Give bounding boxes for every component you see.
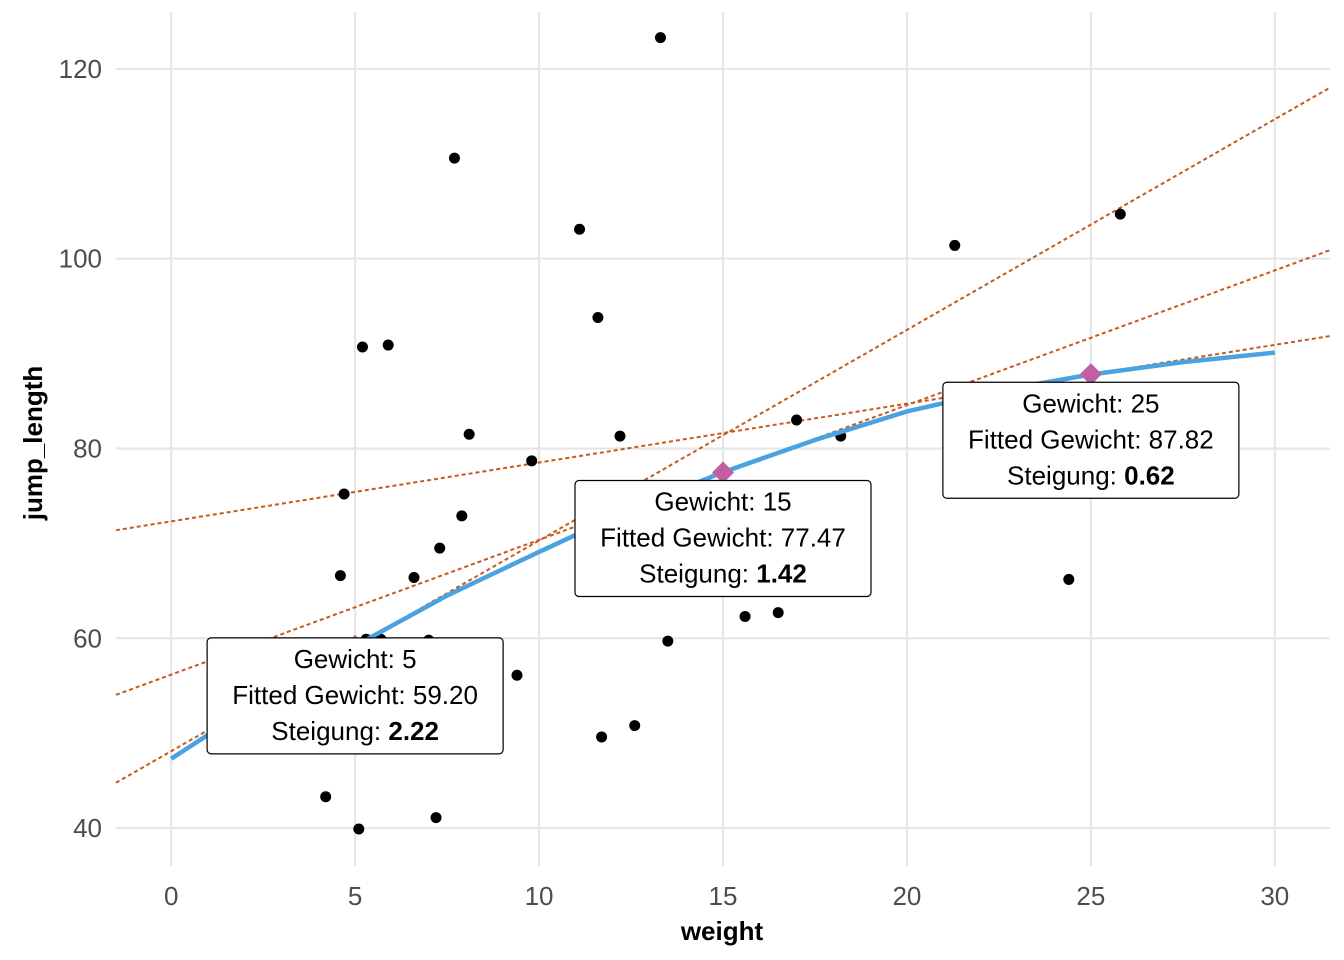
y-axis-ticks: 40 60 80 100 120 bbox=[59, 54, 102, 843]
data-point bbox=[353, 823, 365, 835]
x-tick-label: 10 bbox=[525, 881, 554, 911]
data-point bbox=[320, 791, 332, 803]
data-point bbox=[338, 488, 350, 500]
x-axis-title: weight bbox=[680, 916, 764, 946]
data-point bbox=[463, 428, 475, 440]
data-point bbox=[526, 455, 538, 467]
data-point bbox=[1063, 573, 1075, 585]
highlight-marker bbox=[712, 461, 734, 484]
y-tick-label: 60 bbox=[73, 623, 102, 653]
highlight-marker bbox=[1079, 363, 1102, 386]
x-tick-label: 15 bbox=[709, 881, 738, 911]
data-point bbox=[949, 239, 961, 251]
annotation-line: Steigung: 0.62 bbox=[1007, 460, 1175, 490]
data-point bbox=[596, 731, 608, 743]
annotation-line: Fitted Gewicht: 77.47 bbox=[600, 522, 846, 552]
annotations: Gewicht: 5 Fitted Gewicht: 59.20 Steigung:… bbox=[206, 381, 1240, 755]
y-axis-title: jump_length bbox=[18, 366, 48, 522]
annotation-slope-value: 2.22 bbox=[388, 716, 439, 746]
annotation-label: Gewicht: 15 Fitted Gewicht: 77.47 Steigung… bbox=[574, 479, 872, 598]
annotation-box bbox=[574, 479, 872, 598]
data-point bbox=[456, 510, 468, 522]
x-tick-label: 25 bbox=[1076, 881, 1105, 911]
annotation-line: Gewicht: 25 bbox=[1022, 388, 1159, 418]
annotation-box bbox=[206, 637, 504, 755]
x-axis-ticks: 0 5 10 15 20 25 30 bbox=[164, 881, 1289, 911]
data-point bbox=[1114, 208, 1126, 220]
data-point bbox=[614, 430, 626, 442]
annotation-line: Steigung: 1.42 bbox=[639, 558, 807, 588]
data-point bbox=[739, 610, 751, 622]
data-point bbox=[662, 635, 674, 647]
annotation-slope-label: Steigung: bbox=[1007, 460, 1124, 490]
annotation-slope-label: Steigung: bbox=[271, 716, 388, 746]
data-point bbox=[791, 414, 803, 426]
data-point bbox=[448, 152, 460, 164]
y-tick-label: 80 bbox=[73, 433, 102, 463]
data-point bbox=[430, 812, 442, 824]
y-tick-label: 100 bbox=[59, 244, 102, 274]
annotation-box bbox=[942, 381, 1240, 499]
data-point bbox=[511, 669, 523, 681]
data-point bbox=[434, 542, 446, 554]
data-point bbox=[408, 572, 420, 584]
data-point bbox=[356, 341, 368, 353]
x-tick-label: 5 bbox=[348, 881, 362, 911]
data-point bbox=[654, 32, 666, 44]
x-tick-label: 30 bbox=[1260, 881, 1289, 911]
y-tick-label: 40 bbox=[73, 813, 102, 843]
annotation-line: Gewicht: 5 bbox=[294, 644, 417, 674]
data-point bbox=[629, 720, 641, 732]
x-tick-label: 0 bbox=[164, 881, 178, 911]
data-point bbox=[574, 223, 586, 235]
y-tick-label: 120 bbox=[59, 54, 102, 84]
annotation-line: Fitted Gewicht: 59.20 bbox=[232, 680, 478, 710]
data-point bbox=[772, 607, 784, 619]
data-point bbox=[382, 339, 394, 351]
annotation-label: Gewicht: 5 Fitted Gewicht: 59.20 Steigung:… bbox=[206, 637, 504, 755]
annotation-slope-value: 1.42 bbox=[756, 558, 807, 588]
annotation-line: Steigung: 2.22 bbox=[271, 716, 439, 746]
data-point bbox=[334, 570, 346, 582]
annotation-label: Gewicht: 25 Fitted Gewicht: 87.82 Steigung… bbox=[942, 381, 1240, 499]
annotation-slope-label: Steigung: bbox=[639, 558, 756, 588]
x-tick-label: 20 bbox=[892, 881, 921, 911]
data-point bbox=[592, 312, 604, 324]
annotation-line: Fitted Gewicht: 87.82 bbox=[968, 424, 1214, 454]
annotation-line: Gewicht: 15 bbox=[654, 486, 791, 516]
annotation-slope-value: 0.62 bbox=[1124, 460, 1175, 490]
